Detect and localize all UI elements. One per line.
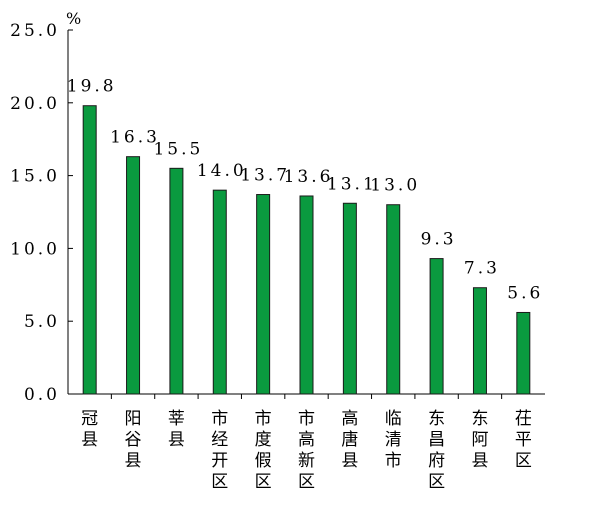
y-tick-label: 5.0 (24, 312, 60, 332)
data-label: 15.5 (153, 139, 203, 159)
bars (82, 105, 531, 395)
bar (82, 105, 97, 395)
data-label: 14.0 (197, 161, 247, 181)
data-label: 19.8 (67, 77, 117, 97)
data-label: 16.3 (110, 128, 160, 148)
data-label: 7.3 (464, 259, 500, 279)
category-labels: 冠县 阳谷县 莘县 市经开区 市度假区 市高新区 高唐县 临清市 东昌府区 东阿县 茌平区 (81, 409, 532, 492)
category-label: 茌平区 (515, 409, 532, 471)
y-tick-label: 15.0 (10, 167, 60, 187)
category-label: 东昌府区 (428, 409, 445, 492)
category-label: 冠县 (81, 409, 98, 450)
bar (212, 189, 227, 395)
category-label: 高唐县 (341, 409, 358, 471)
data-label: 9.3 (421, 230, 457, 250)
y-tick-label: 0.0 (24, 385, 60, 405)
y-unit-label: % (66, 9, 81, 28)
category-label: 阳谷县 (125, 409, 142, 471)
bar (126, 156, 141, 395)
data-label: 13.0 (370, 176, 420, 196)
bar (472, 287, 487, 395)
y-tick-label: 20.0 (10, 94, 60, 114)
bar (429, 258, 444, 395)
bar (386, 204, 401, 395)
category-label: 市度假区 (255, 409, 272, 492)
y-tick-label: 10.0 (10, 239, 60, 259)
category-label: 市高新区 (298, 409, 315, 492)
category-label: 临清市 (385, 409, 402, 471)
data-label: 13.6 (284, 167, 334, 187)
category-label: 市经开区 (211, 409, 228, 492)
bar (342, 202, 357, 395)
y-tick-label: 25.0 (10, 21, 60, 41)
data-label: 13.7 (240, 166, 290, 186)
bar (256, 194, 271, 395)
data-label: 5.6 (507, 283, 543, 303)
bar (169, 167, 184, 395)
value-labels: 19.8 16.315.514.013.713.613.113.0 9.3 7.3 5.… (67, 77, 543, 304)
bar (516, 311, 531, 395)
bar (299, 195, 314, 395)
axes: 0.0 5.0 10.0 15.0 20.0 25.0 (10, 21, 545, 405)
category-label: 莘县 (168, 409, 185, 450)
category-label: 东阿县 (471, 409, 488, 471)
data-label: 13.1 (327, 174, 377, 194)
